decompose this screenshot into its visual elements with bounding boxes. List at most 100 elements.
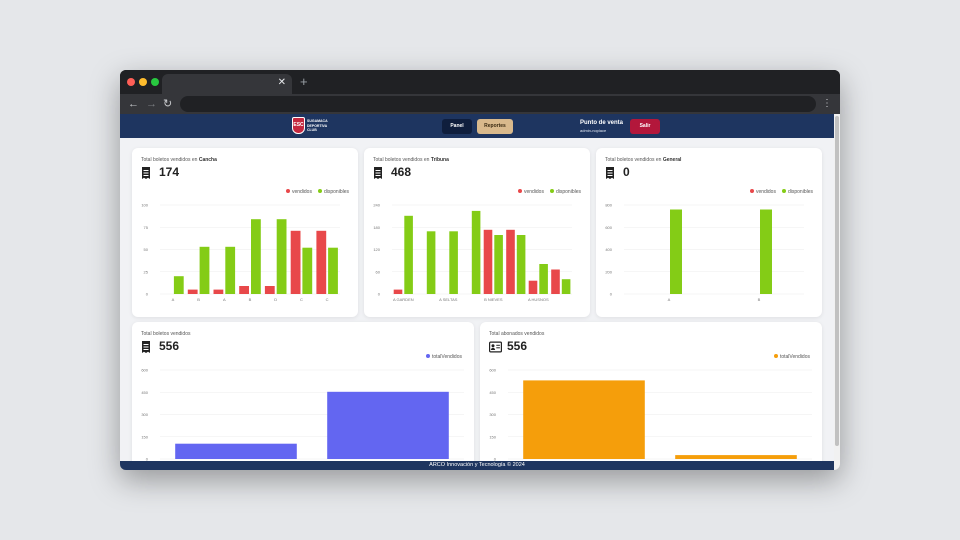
close-window-button[interactable]: [127, 78, 135, 86]
legend-swatch-vendidos: [517, 189, 522, 193]
reload-icon[interactable]: ↻: [163, 98, 173, 110]
y-tick-label: 100: [141, 203, 148, 208]
chart-legend[interactable]: vendidos disponibles: [512, 189, 581, 195]
legend-swatch-totalvendidos: [425, 354, 430, 358]
card-total-boletos: Total boletos vendidos 556 totalVendidos…: [132, 322, 474, 470]
chart-legend[interactable]: totalVendidos: [420, 354, 462, 360]
receipt-icon: [374, 167, 382, 179]
card-title: Total abonados vendidos: [489, 331, 545, 337]
chart-total-abonados: 0 150 300 450 600: [489, 368, 812, 462]
card-title: Total boletos vendidos en Tribuna: [373, 157, 449, 163]
club-name: SUGAMACA DEPORTIVA CLUB: [307, 119, 328, 132]
card-title: Total boletos vendidos: [141, 331, 191, 337]
bar-disponibles: [276, 219, 287, 294]
y-tick-label: 150: [141, 434, 148, 439]
legend-label-totalvendidos: totalVendidos: [779, 354, 810, 360]
logout-button[interactable]: Salir: [630, 119, 660, 134]
y-tick-label: 300: [489, 412, 496, 417]
y-tick-label: 0: [378, 292, 381, 297]
bar-vendidos: [551, 269, 560, 294]
tab-bar: ✕ +: [120, 70, 840, 94]
scrollbar-thumb[interactable]: [835, 116, 839, 446]
minimize-window-button[interactable]: [139, 78, 147, 86]
address-bar[interactable]: [180, 96, 816, 112]
card-title: Total boletos vendidos en General: [605, 157, 682, 163]
bar-totalVendidos: [175, 443, 297, 459]
x-tick-label: A: [223, 297, 226, 302]
bar-vendidos: [528, 280, 538, 294]
y-tick-label: 120: [373, 247, 380, 252]
legend-label-vendidos: vendidos: [291, 189, 312, 195]
legend-label-disponibles: disponibles: [555, 189, 581, 195]
id-card-icon: [489, 341, 502, 353]
bar-disponibles: [471, 210, 481, 294]
legend-label-disponibles: disponibles: [323, 189, 349, 195]
bar-vendidos: [483, 229, 493, 294]
legend-swatch-disponibles: [549, 189, 554, 193]
card-total-abonados: Total abonados vendidos 556 totalVendido…: [480, 322, 822, 470]
y-tick-label: 60: [376, 269, 381, 274]
receipt-icon: [142, 341, 150, 353]
y-tick-label: 150: [489, 434, 496, 439]
bar-vendidos: [290, 230, 301, 294]
card-total: 468: [391, 165, 412, 179]
y-tick-label: 300: [141, 412, 148, 417]
bar-disponibles: [199, 246, 210, 294]
bar-vendidos: [239, 286, 249, 294]
card-tribuna: Total boletos vendidos en Tribuna 468 ve…: [364, 148, 590, 317]
x-tick-label: A GARDEN: [393, 297, 414, 302]
legend-swatch-vendidos: [285, 189, 290, 193]
bar-disponibles: [494, 235, 503, 294]
y-tick-label: 75: [144, 225, 149, 230]
page-scrollbar[interactable]: [834, 114, 840, 470]
y-tick-label: 240: [373, 203, 380, 208]
chart-legend[interactable]: totalVendidos: [768, 354, 810, 360]
bar-disponibles: [426, 231, 436, 294]
browser-menu-icon[interactable]: ⋮: [822, 98, 832, 109]
chart-cancha: 0 25 50 75 100 A B A B D C C: [141, 203, 340, 302]
back-icon[interactable]: ←: [128, 98, 139, 110]
receipt-icon: [142, 167, 150, 179]
browser-tab[interactable]: ✕: [162, 74, 292, 94]
receipt-icon: [606, 167, 614, 179]
chart-general: 0 200 400 600 800 A B: [605, 203, 804, 302]
reportes-button[interactable]: Reportes: [477, 119, 513, 134]
y-tick-label: 50: [144, 247, 149, 252]
bar-vendidos: [213, 289, 224, 294]
new-tab-icon[interactable]: +: [300, 74, 308, 89]
close-tab-icon[interactable]: ✕: [277, 77, 286, 88]
panel-button[interactable]: Panel: [442, 119, 472, 134]
y-tick-label: 0: [494, 457, 497, 462]
x-tick-label: C: [326, 297, 329, 302]
bar-disponibles: [251, 219, 261, 294]
chart-legend[interactable]: vendidos disponibles: [280, 189, 349, 195]
card-total: 556: [507, 339, 528, 353]
x-tick-label: B: [758, 297, 761, 302]
bar-disponibles: [404, 215, 413, 294]
maximize-window-button[interactable]: [151, 78, 159, 86]
chart-legend[interactable]: vendidos disponibles: [744, 189, 813, 195]
forward-icon[interactable]: →: [146, 98, 157, 110]
bar-vendidos: [264, 286, 275, 294]
x-tick-label: A HUSNOS: [528, 297, 549, 302]
x-tick-label: A SELTAS: [439, 297, 458, 302]
legend-label-disponibles: disponibles: [787, 189, 813, 195]
y-tick-label: 180: [373, 225, 380, 230]
browser-toolbar: ← → ↻ ⋮: [120, 94, 840, 114]
y-tick-label: 400: [605, 247, 612, 252]
bar-disponibles: [173, 276, 184, 294]
card-cancha: Total boletos vendidos en Cancha 174 ven…: [132, 148, 358, 317]
legend-swatch-totalvendidos: [773, 354, 778, 358]
bar-disponibles: [302, 247, 313, 294]
bar-vendidos: [506, 229, 515, 294]
legend-swatch-disponibles: [317, 189, 322, 193]
card-general: Total boletos vendidos en General 0 vend…: [596, 148, 822, 317]
club-logo[interactable]: ESC SUGAMACA DEPORTIVA CLUB: [292, 116, 328, 136]
y-tick-label: 200: [605, 269, 612, 274]
legend-swatch-vendidos: [749, 189, 754, 193]
x-tick-label: B: [249, 297, 252, 302]
bar-disponibles: [225, 246, 236, 294]
card-title: Total boletos vendidos en Cancha: [141, 157, 217, 163]
x-tick-label: C: [300, 297, 303, 302]
legend-label-vendidos: vendidos: [755, 189, 776, 195]
